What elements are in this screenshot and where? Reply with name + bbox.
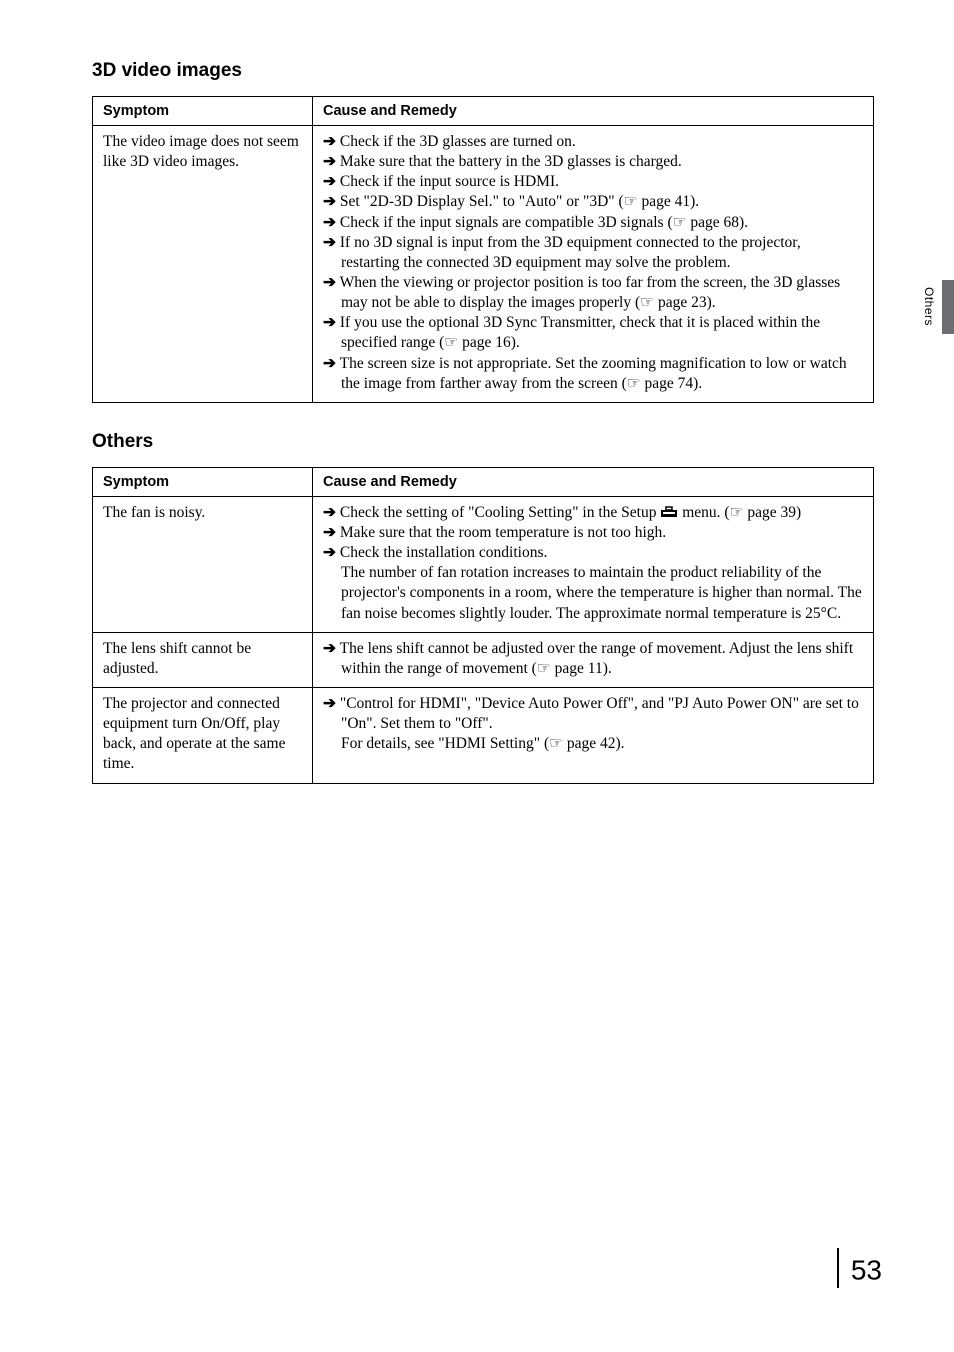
- arrow-icon: ➔: [323, 133, 336, 150]
- remedy-text: The screen size is not appropriate. Set …: [340, 355, 847, 392]
- table-row: The fan is noisy. ➔ Check the setting of…: [93, 496, 874, 632]
- col-header-symptom: Symptom: [93, 97, 313, 126]
- arrow-icon: ➔: [323, 193, 336, 210]
- arrow-icon: ➔: [323, 173, 336, 190]
- cell-remedy: ➔ Check the setting of "Cooling Setting"…: [313, 496, 874, 632]
- remedy-text: When the viewing or projector position i…: [340, 274, 841, 311]
- remedy-text: Check if the input signals are compatibl…: [340, 214, 673, 231]
- remedy-item: ➔ Make sure that the room temperature is…: [323, 523, 863, 543]
- remedy-text: page 16).: [458, 334, 520, 351]
- remedy-text: If no 3D signal is input from the 3D equ…: [340, 234, 801, 271]
- arrow-icon: ➔: [323, 504, 336, 521]
- remedy-continuation: The number of fan rotation increases to …: [323, 563, 863, 623]
- remedy-item: ➔ "Control for HDMI", "Device Auto Power…: [323, 694, 863, 734]
- remedy-item: ➔ Check if the input source is HDMI.: [323, 172, 863, 192]
- arrow-icon: ➔: [323, 234, 336, 251]
- hand-icon: ☞: [730, 504, 744, 521]
- remedy-text: page 39): [744, 504, 802, 521]
- arrow-icon: ➔: [323, 355, 336, 372]
- col-header-symptom: Symptom: [93, 467, 313, 496]
- cell-remedy: ➔ Check if the 3D glasses are turned on.…: [313, 126, 874, 403]
- remedy-text: Make sure that the battery in the 3D gla…: [340, 153, 682, 170]
- cell-symptom: The lens shift cannot be adjusted.: [93, 632, 313, 687]
- remedy-item: ➔ If no 3D signal is input from the 3D e…: [323, 233, 863, 273]
- col-header-remedy: Cause and Remedy: [313, 467, 874, 496]
- hand-icon: ☞: [549, 735, 563, 752]
- hand-icon: ☞: [537, 660, 551, 677]
- remedy-text: Check the setting of "Cooling Setting" i…: [340, 504, 660, 521]
- arrow-icon: ➔: [323, 640, 336, 657]
- remedy-text: For details, see "HDMI Setting" (: [341, 735, 549, 752]
- page-number-value: 53: [851, 1254, 882, 1285]
- remedy-item: ➔ Check the setting of "Cooling Setting"…: [323, 503, 863, 523]
- remedy-item: ➔ Check if the 3D glasses are turned on.: [323, 132, 863, 152]
- arrow-icon: ➔: [323, 274, 336, 291]
- remedy-item: ➔ Check if the input signals are compati…: [323, 213, 863, 233]
- toolbox-icon: [660, 506, 678, 518]
- cell-remedy: ➔ The lens shift cannot be adjusted over…: [313, 632, 874, 687]
- remedy-continuation: For details, see "HDMI Setting" (☞ page …: [323, 734, 863, 754]
- side-tab-bar: [942, 280, 954, 334]
- remedy-text: Make sure that the room temperature is n…: [340, 524, 666, 541]
- arrow-icon: ➔: [323, 214, 336, 231]
- remedy-text: Check if the input source is HDMI.: [340, 173, 559, 190]
- hand-icon: ☞: [640, 294, 654, 311]
- hand-icon: ☞: [624, 193, 638, 210]
- page-number: 53: [837, 1252, 882, 1292]
- section-heading-3d-video: 3D video images: [92, 60, 874, 82]
- hand-icon: ☞: [627, 375, 641, 392]
- table-3d-video: Symptom Cause and Remedy The video image…: [92, 96, 874, 403]
- cell-symptom: The fan is noisy.: [93, 496, 313, 632]
- arrow-icon: ➔: [323, 695, 336, 712]
- table-row: The lens shift cannot be adjusted. ➔ The…: [93, 632, 874, 687]
- remedy-text: page 11).: [551, 660, 612, 677]
- hand-icon: ☞: [444, 334, 458, 351]
- remedy-item: ➔ Set "2D-3D Display Sel." to "Auto" or …: [323, 192, 863, 212]
- section-heading-others: Others: [92, 431, 874, 453]
- col-header-remedy: Cause and Remedy: [313, 97, 874, 126]
- cell-remedy: ➔ "Control for HDMI", "Device Auto Power…: [313, 687, 874, 783]
- hand-icon: ☞: [673, 214, 687, 231]
- table-others: Symptom Cause and Remedy The fan is nois…: [92, 467, 874, 784]
- remedy-item: ➔ Check the installation conditions.: [323, 543, 863, 563]
- page-number-divider: [837, 1248, 839, 1288]
- arrow-icon: ➔: [323, 314, 336, 331]
- remedy-text: page 42).: [563, 735, 625, 752]
- remedy-text: If you use the optional 3D Sync Transmit…: [340, 314, 820, 351]
- remedy-text: page 74).: [641, 375, 703, 392]
- arrow-icon: ➔: [323, 544, 336, 561]
- arrow-icon: ➔: [323, 524, 336, 541]
- table-row: The projector and connected equipment tu…: [93, 687, 874, 783]
- remedy-item: ➔ When the viewing or projector position…: [323, 273, 863, 313]
- remedy-item: ➔ If you use the optional 3D Sync Transm…: [323, 313, 863, 353]
- table-row: The video image does not seem like 3D vi…: [93, 126, 874, 403]
- remedy-text: Set "2D-3D Display Sel." to "Auto" or "3…: [340, 193, 624, 210]
- arrow-icon: ➔: [323, 153, 336, 170]
- remedy-text: page 23).: [654, 294, 716, 311]
- cell-symptom: The projector and connected equipment tu…: [93, 687, 313, 783]
- remedy-item: ➔ Make sure that the battery in the 3D g…: [323, 152, 863, 172]
- side-tab: Others: [922, 280, 954, 334]
- remedy-text: page 41).: [638, 193, 700, 210]
- remedy-item: ➔ The lens shift cannot be adjusted over…: [323, 639, 863, 679]
- remedy-text: Check if the 3D glasses are turned on.: [340, 133, 576, 150]
- side-tab-label: Others: [922, 287, 942, 326]
- remedy-item: ➔ The screen size is not appropriate. Se…: [323, 354, 863, 394]
- remedy-text: menu. (: [678, 504, 729, 521]
- remedy-text: page 68).: [687, 214, 749, 231]
- cell-symptom: The video image does not seem like 3D vi…: [93, 126, 313, 403]
- remedy-text: "Control for HDMI", "Device Auto Power O…: [340, 695, 859, 732]
- remedy-text: Check the installation conditions.: [340, 544, 548, 561]
